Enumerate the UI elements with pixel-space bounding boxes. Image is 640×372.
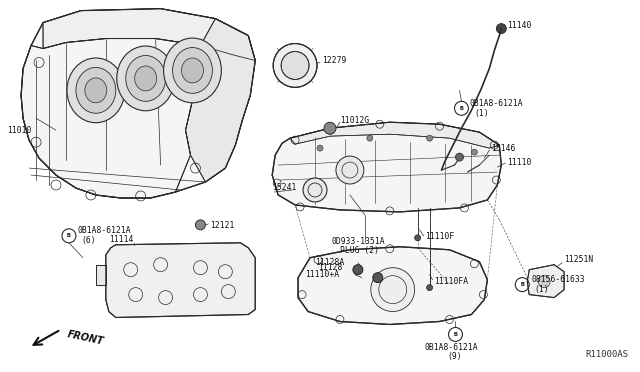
Ellipse shape <box>182 58 204 83</box>
Polygon shape <box>290 122 499 148</box>
Polygon shape <box>186 19 255 182</box>
Circle shape <box>303 178 327 202</box>
Polygon shape <box>43 9 255 61</box>
Circle shape <box>427 135 433 141</box>
Text: 08156-61633: 08156-61633 <box>531 275 585 284</box>
Ellipse shape <box>67 58 125 123</box>
Text: 0B1A8-6121A: 0B1A8-6121A <box>424 343 478 352</box>
Text: 0B1A8-6121A: 0B1A8-6121A <box>469 99 523 108</box>
Circle shape <box>273 44 317 87</box>
Text: 11140: 11140 <box>508 21 532 30</box>
Text: 11012G: 11012G <box>340 116 369 125</box>
Text: 0D933-1351A: 0D933-1351A <box>332 237 385 246</box>
Circle shape <box>353 265 363 275</box>
Text: B: B <box>67 233 71 238</box>
Circle shape <box>336 156 364 184</box>
Polygon shape <box>96 265 106 285</box>
Text: (1): (1) <box>535 285 550 294</box>
Circle shape <box>497 23 506 33</box>
Polygon shape <box>272 122 501 212</box>
Text: 11010: 11010 <box>7 126 31 135</box>
Text: (6): (6) <box>81 236 96 245</box>
Circle shape <box>367 135 373 141</box>
Ellipse shape <box>116 46 175 111</box>
Circle shape <box>472 149 477 155</box>
Text: 11110F: 11110F <box>424 232 454 241</box>
Text: 12279: 12279 <box>322 56 346 65</box>
Text: B: B <box>454 332 458 337</box>
Polygon shape <box>298 247 488 324</box>
Ellipse shape <box>164 38 221 103</box>
Text: 11110: 11110 <box>508 158 532 167</box>
Ellipse shape <box>85 78 107 103</box>
Circle shape <box>456 153 463 161</box>
Circle shape <box>415 235 420 241</box>
Circle shape <box>195 220 205 230</box>
Text: 15146: 15146 <box>492 144 516 153</box>
Ellipse shape <box>76 67 116 113</box>
Text: 11110FA: 11110FA <box>433 277 468 286</box>
Circle shape <box>373 273 383 283</box>
Text: (1): (1) <box>474 109 489 118</box>
Text: R11000AS: R11000AS <box>586 350 629 359</box>
Circle shape <box>281 51 309 79</box>
Text: 15241: 15241 <box>272 183 296 192</box>
Circle shape <box>324 122 336 134</box>
Text: 11128A: 11128A <box>315 258 344 267</box>
Text: FRONT: FRONT <box>66 329 104 346</box>
Text: 0B1A8-6121A: 0B1A8-6121A <box>78 226 132 235</box>
Ellipse shape <box>173 48 212 93</box>
Circle shape <box>538 276 550 288</box>
Polygon shape <box>21 9 255 198</box>
Ellipse shape <box>134 66 157 91</box>
Text: PLUG (2): PLUG (2) <box>340 246 379 255</box>
Text: 11110+A: 11110+A <box>305 270 339 279</box>
Polygon shape <box>106 243 255 318</box>
Text: B: B <box>520 282 524 287</box>
Polygon shape <box>21 39 200 198</box>
Polygon shape <box>527 265 564 298</box>
Circle shape <box>427 285 433 291</box>
Text: 11114: 11114 <box>109 235 133 244</box>
Text: 12121: 12121 <box>211 221 235 230</box>
Circle shape <box>371 268 415 311</box>
Ellipse shape <box>125 55 166 101</box>
Circle shape <box>317 145 323 151</box>
Text: 11128: 11128 <box>318 263 342 272</box>
Text: (9): (9) <box>447 352 462 361</box>
Text: 11251N: 11251N <box>564 255 593 264</box>
Text: B: B <box>460 106 463 111</box>
